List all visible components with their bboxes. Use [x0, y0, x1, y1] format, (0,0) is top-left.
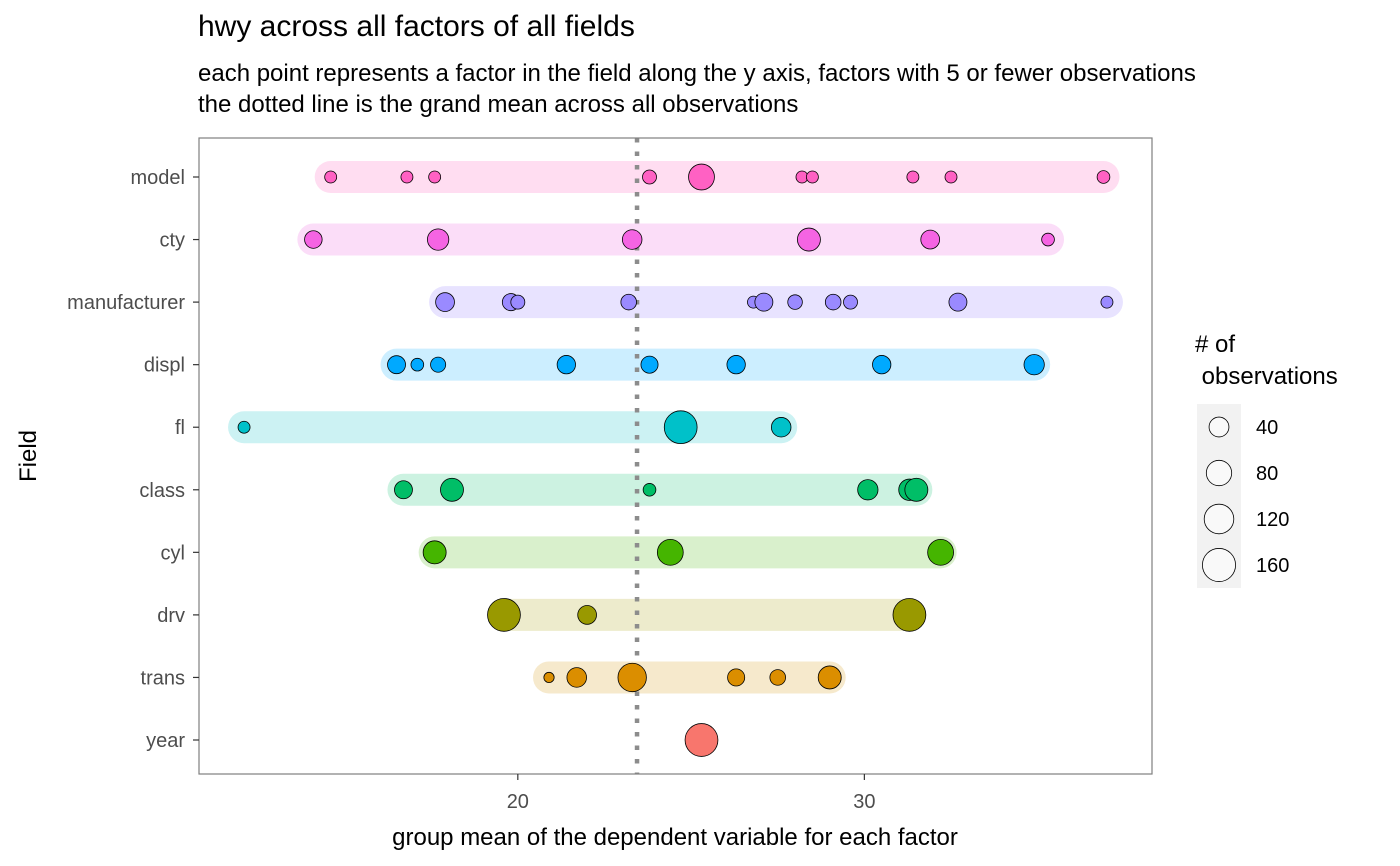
- x-tick-label-30: 30: [853, 791, 875, 813]
- point-fl-0: [237, 420, 251, 434]
- y-axis-title: Field: [15, 430, 42, 482]
- point-trans-5: [817, 665, 842, 690]
- legend-title-line-1: # of: [1195, 331, 1235, 358]
- point-trans-0: [543, 671, 555, 683]
- point-fl-2: [770, 417, 792, 438]
- legend-keys: 40 80 120 160: [1197, 404, 1289, 588]
- legend-key-circle-80: [1205, 459, 1233, 487]
- point-class-3: [857, 479, 879, 501]
- point-manufacturer-10: [1100, 295, 1114, 309]
- point-model-2: [428, 170, 442, 184]
- point-model-3: [642, 169, 657, 185]
- point-displ-0: [387, 355, 406, 375]
- point-displ-2: [430, 356, 447, 373]
- point-drv-2: [892, 598, 927, 632]
- legend-title-line-2: observations: [1195, 363, 1338, 390]
- legend-label-40: 40: [1256, 417, 1278, 439]
- point-displ-7: [1023, 354, 1045, 376]
- point-cyl-0: [422, 540, 447, 565]
- x-tick-label-20: 20: [507, 791, 529, 813]
- point-displ-4: [640, 355, 659, 374]
- point-cty-1: [427, 228, 450, 251]
- point-fl-1: [663, 410, 698, 445]
- point-manufacturer-0: [435, 292, 455, 312]
- x-axis-title: group mean of the dependent variable for…: [392, 824, 958, 851]
- point-year-0: [684, 723, 719, 757]
- y-tick-label-cyl: cyl: [161, 542, 185, 564]
- y-tick-label-displ: displ: [144, 355, 185, 377]
- point-cty-2: [621, 229, 643, 250]
- point-manufacturer-6: [787, 294, 803, 310]
- point-model-0: [324, 170, 338, 184]
- data-points: [237, 163, 1114, 757]
- y-tick-label-model: model: [131, 167, 185, 189]
- y-tick-label-cty: cty: [159, 230, 185, 252]
- y-tick-label-trans: trans: [141, 667, 185, 689]
- point-cty-4: [920, 229, 941, 250]
- point-displ-3: [556, 355, 576, 375]
- point-manufacturer-3: [620, 293, 637, 311]
- point-manufacturer-8: [843, 294, 858, 310]
- point-displ-5: [726, 355, 746, 375]
- point-displ-6: [872, 355, 892, 375]
- point-drv-0: [487, 598, 521, 632]
- point-model-1: [400, 170, 414, 184]
- y-axis: model cty manufacturer displ fl class cyl drv tr…: [67, 167, 199, 752]
- point-model-9: [1096, 170, 1111, 184]
- legend-key-circle-120: [1203, 503, 1235, 535]
- point-class-5: [904, 477, 929, 502]
- point-trans-2: [617, 662, 647, 693]
- y-tick-label-fl: fl: [175, 417, 185, 439]
- point-model-6: [805, 170, 819, 184]
- point-cyl-1: [656, 538, 684, 566]
- x-axis: 20 30: [507, 774, 875, 813]
- point-manufacturer-2: [510, 294, 526, 310]
- point-cty-5: [1041, 232, 1055, 247]
- point-cty-3: [797, 227, 821, 252]
- point-trans-1: [566, 667, 587, 688]
- legend-label-120: 120: [1256, 509, 1289, 531]
- point-manufacturer-5: [754, 292, 774, 312]
- chart-subtitle-line-1: each point represents a factor in the fi…: [198, 60, 1196, 87]
- point-model-8: [944, 170, 958, 184]
- legend-label-80: 80: [1256, 463, 1278, 485]
- y-tick-label-manufacturer: manufacturer: [67, 292, 185, 314]
- y-tick-label-drv: drv: [157, 605, 185, 627]
- legend: # of observations 40 80 120 160: [1195, 331, 1338, 588]
- point-model-4: [688, 163, 715, 191]
- point-manufacturer-7: [824, 293, 842, 311]
- chart-subtitle-line-2: the dotted line is the grand mean across…: [198, 91, 799, 118]
- point-trans-4: [769, 669, 786, 686]
- point-class-1: [440, 477, 464, 502]
- legend-label-160: 160: [1256, 555, 1289, 577]
- plot-panel-border: [198, 137, 1153, 775]
- point-class-2: [642, 483, 657, 497]
- legend-key-circle-160: [1202, 548, 1236, 582]
- point-displ-1: [410, 357, 425, 372]
- point-cty-0: [304, 230, 323, 249]
- chart-title: hwy across all factors of all fields: [198, 10, 635, 43]
- point-class-0: [394, 480, 413, 500]
- point-manufacturer-9: [948, 292, 968, 312]
- y-tick-label-class: class: [139, 480, 185, 502]
- y-tick-label-year: year: [146, 730, 185, 752]
- point-model-7: [906, 170, 920, 184]
- point-trans-3: [727, 668, 746, 687]
- point-drv-1: [577, 605, 597, 625]
- legend-key-circle-40: [1208, 416, 1230, 438]
- point-cyl-2: [927, 538, 954, 566]
